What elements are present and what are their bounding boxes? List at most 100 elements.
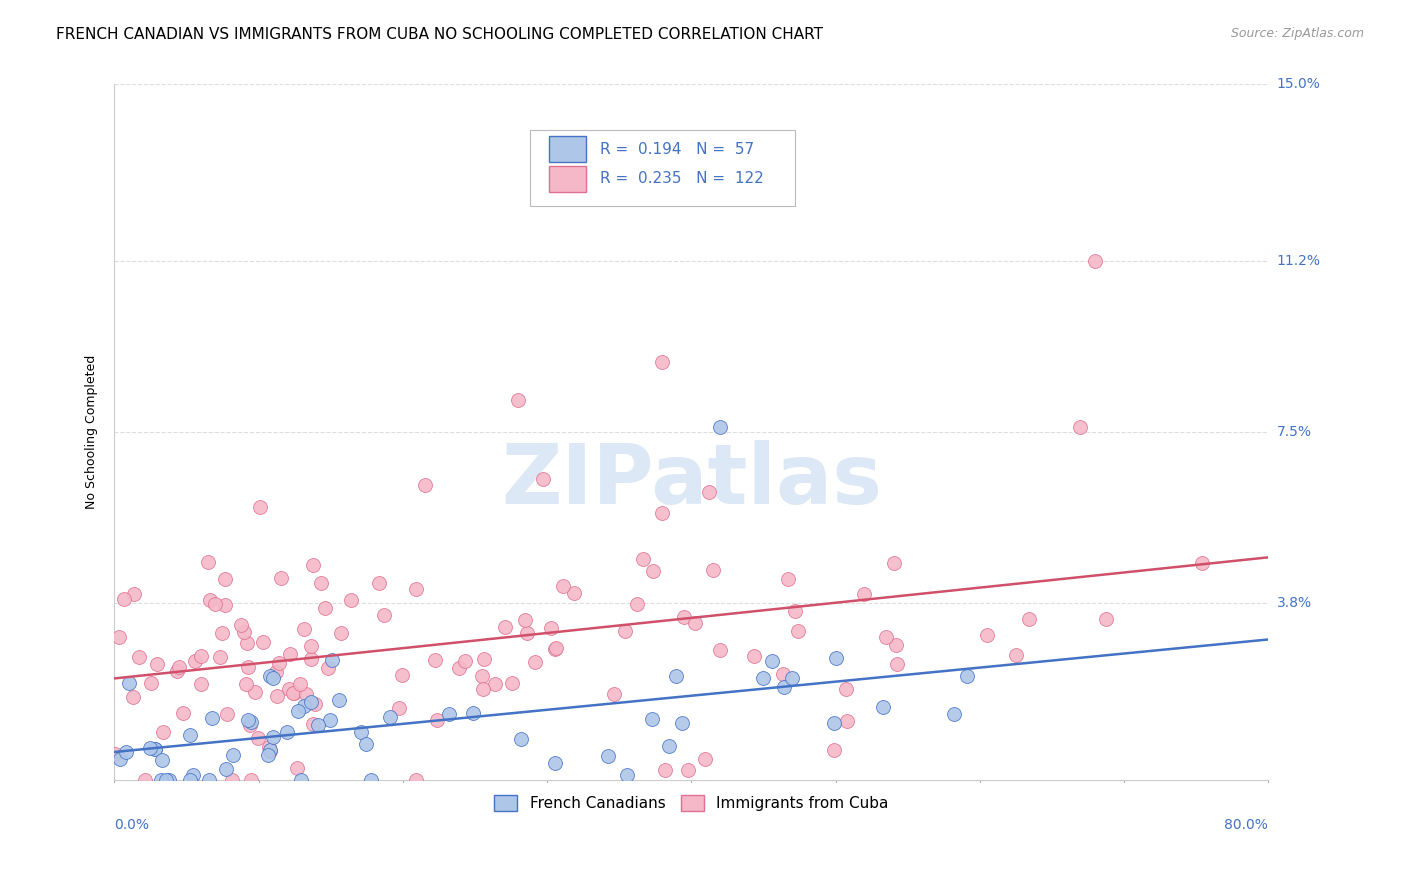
- Point: [249, 500, 271, 514]
- Point: [190, 677, 212, 691]
- Point: [778, 572, 800, 586]
- Point: [553, 579, 575, 593]
- Point: [524, 655, 547, 669]
- Point: [285, 761, 308, 775]
- Point: [143, 741, 166, 756]
- Point: [405, 772, 427, 787]
- Point: [257, 739, 280, 754]
- Point: [288, 677, 311, 691]
- Point: [209, 649, 232, 664]
- Point: [602, 687, 624, 701]
- Point: [884, 638, 907, 652]
- Point: [673, 609, 696, 624]
- Point: [742, 648, 765, 663]
- Point: [824, 651, 846, 665]
- Point: [761, 654, 783, 668]
- Point: [235, 677, 257, 691]
- Point: [239, 717, 262, 731]
- Point: [139, 676, 162, 690]
- Point: [292, 699, 315, 714]
- Point: [197, 555, 219, 569]
- Point: [631, 552, 654, 566]
- Point: [484, 677, 506, 691]
- Point: [302, 716, 325, 731]
- Point: [665, 669, 688, 683]
- Point: [179, 772, 201, 787]
- Point: [616, 768, 638, 782]
- Point: [150, 753, 173, 767]
- Text: ZIPatlas: ZIPatlas: [501, 440, 882, 521]
- Point: [1191, 556, 1213, 570]
- Point: [229, 618, 252, 632]
- Point: [835, 714, 858, 728]
- Point: [267, 657, 290, 671]
- Point: [501, 676, 523, 690]
- Point: [471, 669, 494, 683]
- Point: [169, 660, 191, 674]
- Point: [447, 661, 470, 675]
- Point: [1084, 253, 1107, 268]
- Legend: French Canadians, Immigrants from Cuba: French Canadians, Immigrants from Cuba: [488, 789, 894, 817]
- Point: [172, 706, 194, 721]
- Point: [531, 472, 554, 486]
- Point: [262, 671, 284, 685]
- Point: [108, 752, 131, 766]
- Point: [283, 686, 305, 700]
- Point: [883, 556, 905, 570]
- Point: [786, 624, 808, 638]
- Point: [388, 701, 411, 715]
- Point: [266, 690, 288, 704]
- Text: 15.0%: 15.0%: [1277, 78, 1320, 92]
- Text: R =  0.235   N =  122: R = 0.235 N = 122: [600, 171, 763, 186]
- Point: [543, 756, 565, 771]
- Point: [316, 661, 339, 675]
- Point: [782, 671, 804, 685]
- Point: [426, 713, 449, 727]
- Point: [471, 681, 494, 696]
- Point: [405, 582, 427, 596]
- Point: [146, 657, 169, 672]
- Point: [294, 687, 316, 701]
- Point: [198, 772, 221, 787]
- Text: 11.2%: 11.2%: [1277, 253, 1320, 268]
- Point: [150, 772, 173, 787]
- Point: [198, 592, 221, 607]
- Point: [299, 695, 322, 709]
- Point: [641, 712, 664, 726]
- Point: [783, 605, 806, 619]
- Point: [886, 657, 908, 671]
- Point: [454, 655, 477, 669]
- Point: [152, 725, 174, 739]
- Point: [299, 651, 322, 665]
- Point: [494, 620, 516, 634]
- Point: [354, 737, 377, 751]
- Point: [702, 563, 724, 577]
- Point: [671, 716, 693, 731]
- Point: [270, 571, 292, 585]
- Point: [181, 768, 204, 782]
- Point: [157, 772, 180, 787]
- Point: [122, 587, 145, 601]
- Point: [697, 484, 720, 499]
- Point: [413, 478, 436, 492]
- Point: [118, 676, 141, 690]
- Point: [277, 681, 299, 696]
- Point: [658, 739, 681, 753]
- Point: [204, 598, 226, 612]
- Point: [651, 506, 673, 520]
- Point: [540, 621, 562, 635]
- Point: [281, 686, 304, 700]
- Point: [143, 741, 166, 756]
- Point: [221, 772, 243, 787]
- Point: [875, 630, 897, 644]
- Point: [190, 649, 212, 664]
- Point: [112, 591, 135, 606]
- Point: [380, 710, 402, 724]
- Point: [614, 624, 637, 639]
- Point: [107, 630, 129, 644]
- Point: [222, 747, 245, 762]
- Point: [257, 747, 280, 762]
- Point: [544, 640, 567, 655]
- Point: [217, 707, 239, 722]
- Point: [562, 586, 585, 600]
